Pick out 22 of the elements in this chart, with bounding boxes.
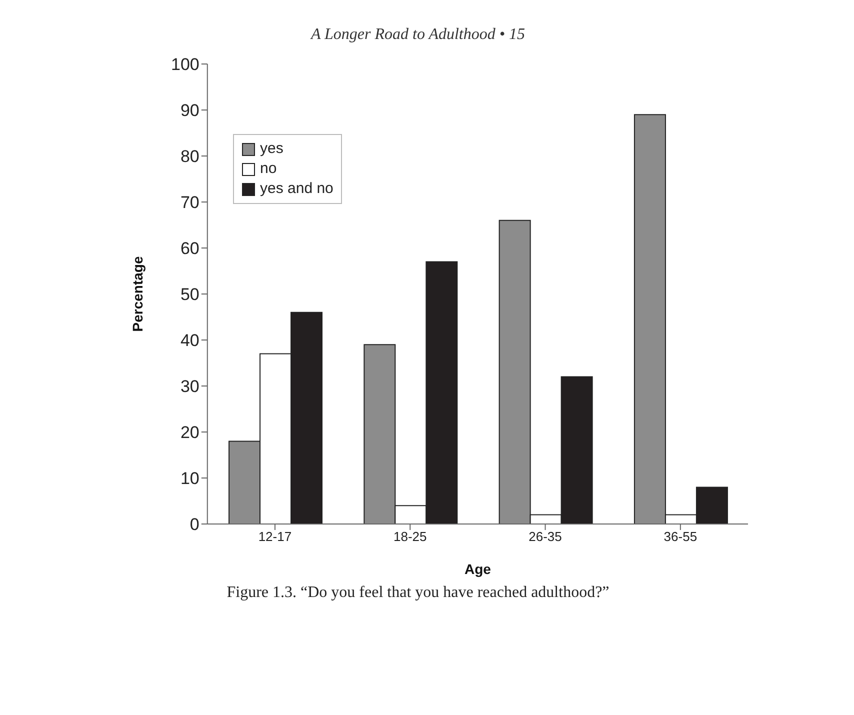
y-tick-label: 40	[180, 331, 200, 350]
y-tick-label: 60	[180, 239, 200, 258]
x-tick-label: 18-25	[393, 529, 427, 544]
x-tick-label: 26-35	[528, 529, 562, 544]
y-tick-label: 90	[180, 101, 200, 120]
text: Figure 1.3. “Do you feel that you have reached adulthood?”	[226, 584, 610, 603]
y-tick-label: 10	[180, 469, 200, 488]
y-tick-label: 0	[190, 515, 200, 534]
y-tick-label: 100	[171, 55, 200, 74]
x-axis-title: Age	[464, 561, 492, 577]
legend-label: yes and no	[260, 179, 334, 199]
y-tick-label: 50	[180, 285, 200, 304]
text: A Longer Road to Adulthood • 15	[309, 25, 526, 44]
y-axis-title: Percentage	[129, 256, 146, 332]
y-tick-label: 30	[180, 377, 200, 396]
y-tick-label: 80	[180, 147, 200, 166]
legend-label: yes	[260, 139, 284, 159]
y-tick-label: 70	[180, 193, 200, 212]
y-tick-label: 20	[180, 423, 200, 442]
legend-label: no	[260, 159, 277, 179]
x-tick-label: 36-55	[664, 529, 698, 544]
x-tick-label: 12-17	[258, 529, 292, 544]
